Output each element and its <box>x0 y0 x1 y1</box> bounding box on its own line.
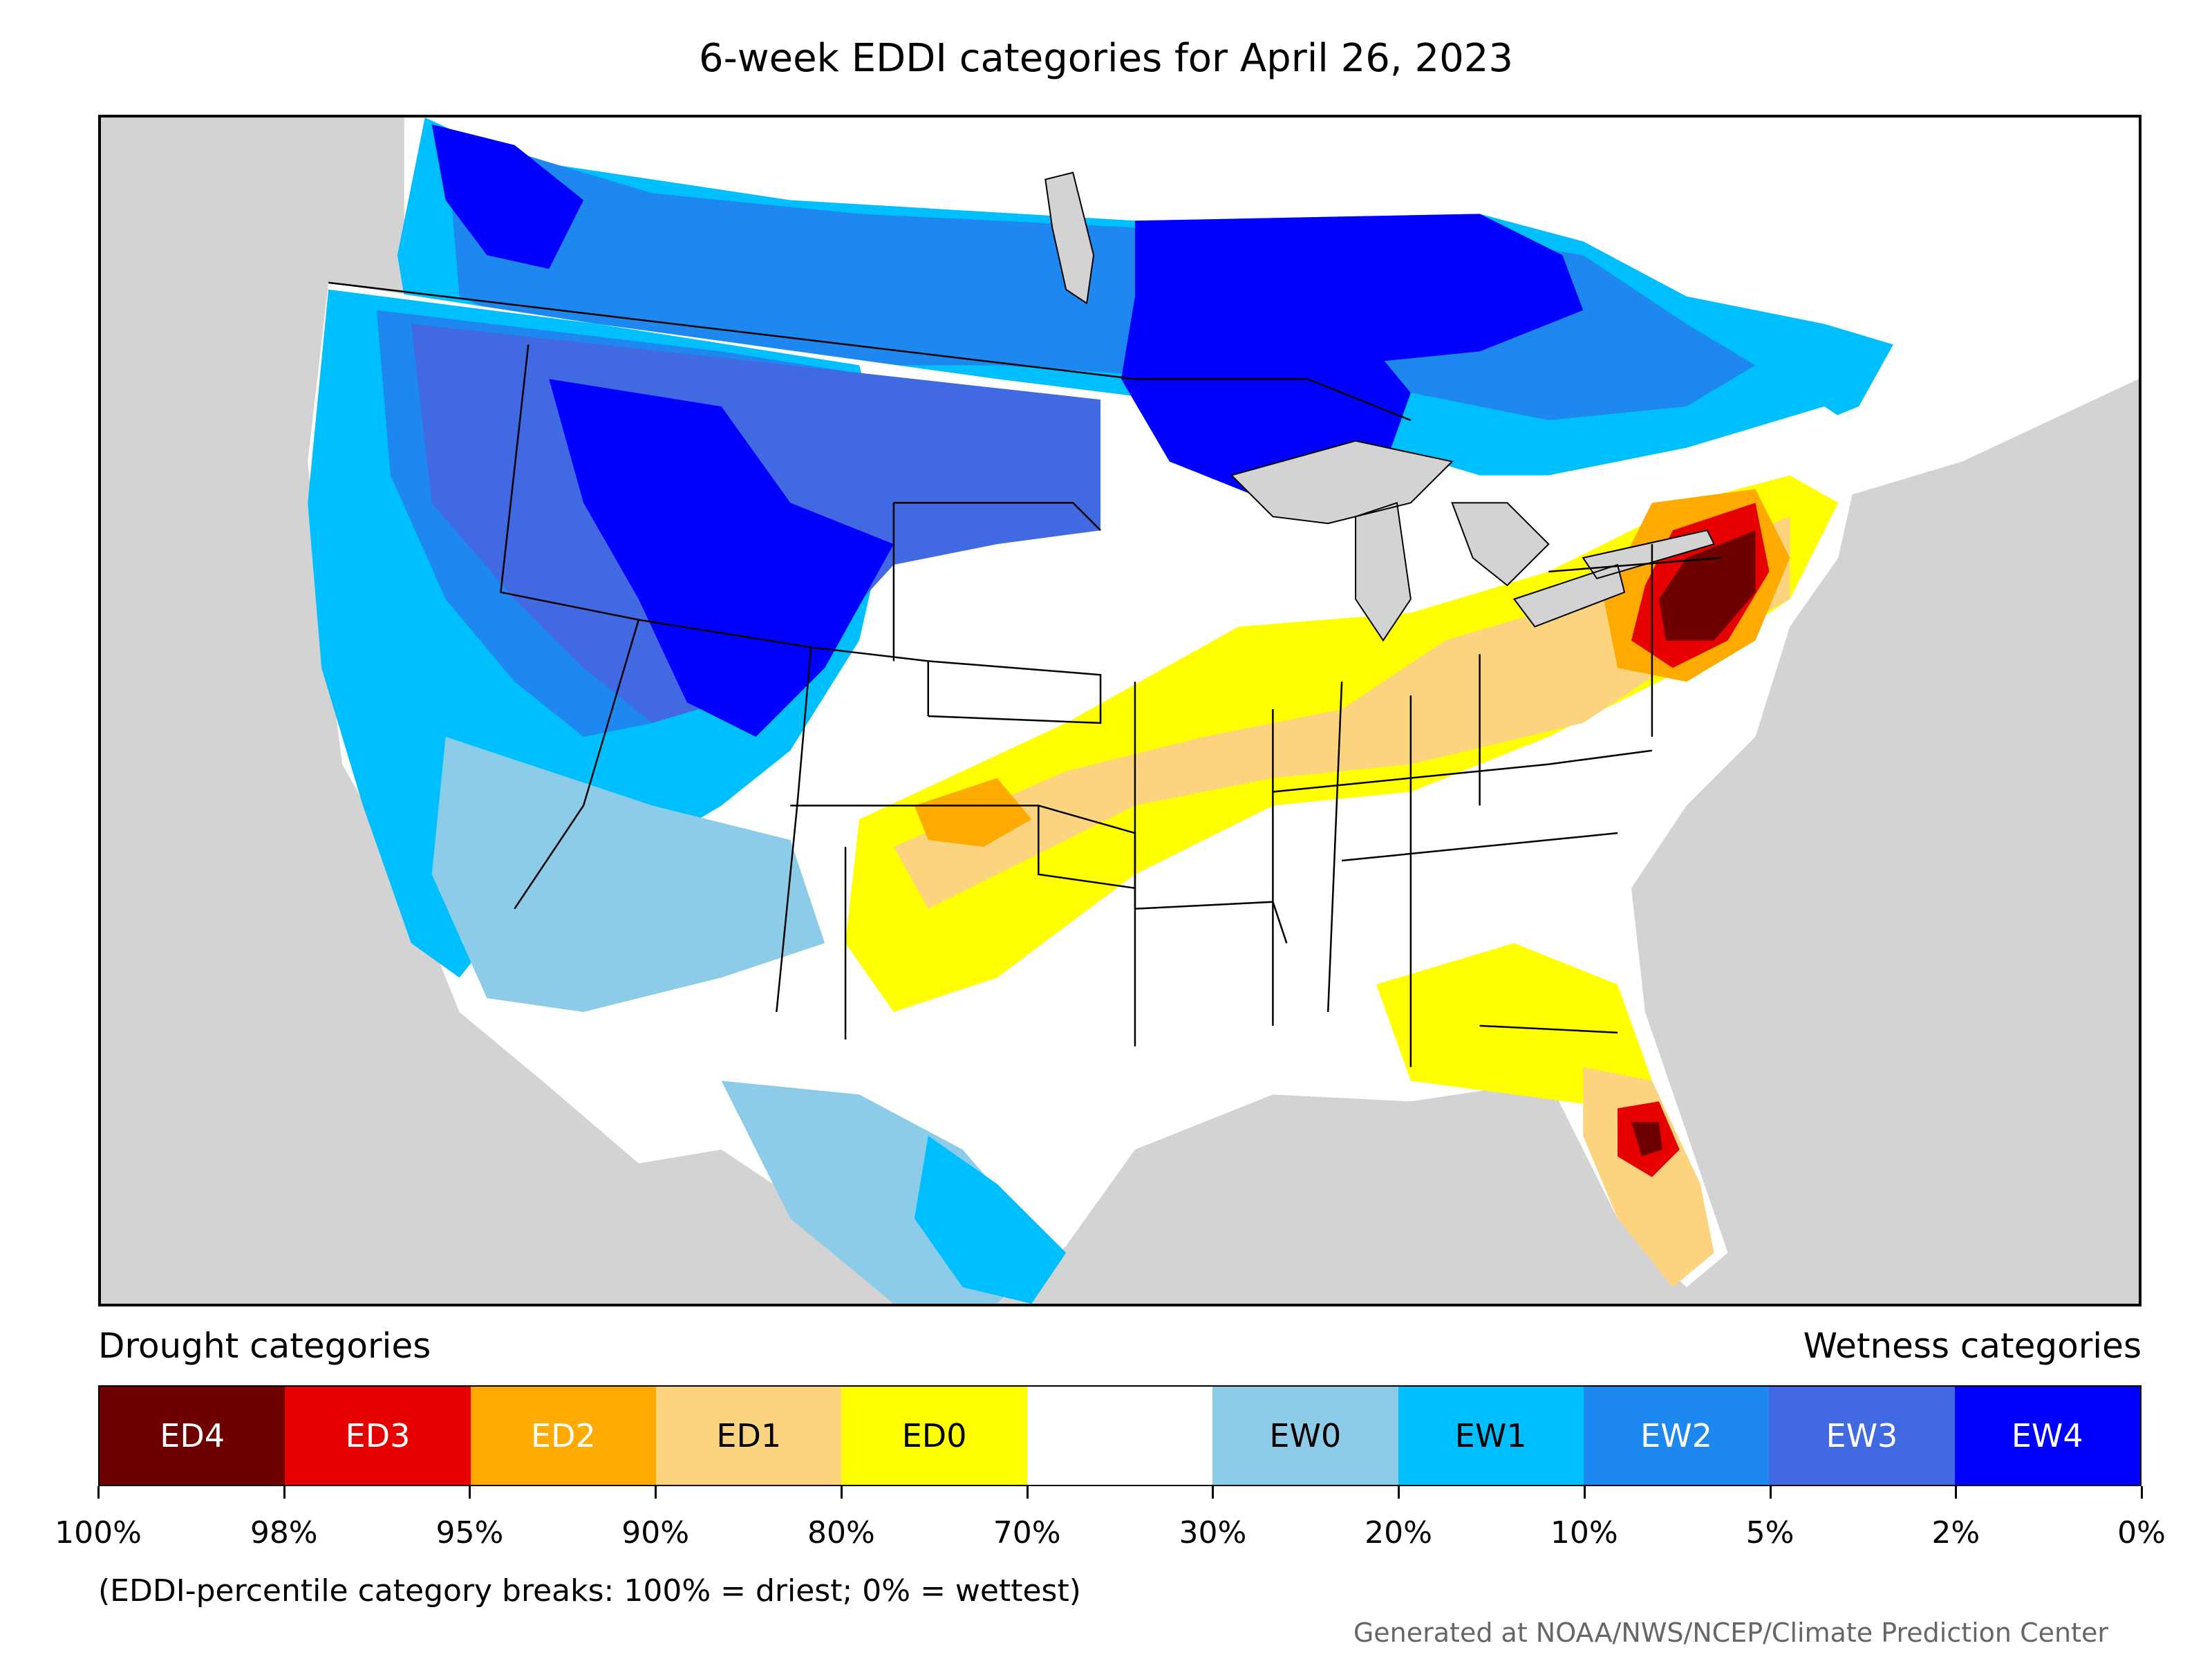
west-ew0-region <box>431 736 825 1012</box>
florida-ed4-region <box>1631 1122 1662 1156</box>
colorbar-tick <box>1583 1486 1586 1499</box>
colorbar-cell-ew1: EW1 <box>1398 1387 1584 1485</box>
florida-ed1-region <box>1583 1067 1714 1288</box>
canada-ew4-west <box>431 124 584 269</box>
colorbar-tick-label: 2% <box>1931 1515 1980 1550</box>
colorbar-tick <box>1398 1486 1400 1499</box>
colorbar-tick-label: 0% <box>2117 1515 2166 1550</box>
colorbar-tick-label: 20% <box>1365 1515 1432 1550</box>
colorbar-cell-ew2: EW2 <box>1583 1387 1770 1485</box>
colorbar-cell-ed2: ED2 <box>470 1387 657 1485</box>
colorbar-tick <box>2141 1486 2143 1499</box>
colorbar-tick-label: 90% <box>621 1515 690 1550</box>
wetness-categories-label: Wetness categories <box>1803 1326 2141 1366</box>
colorbar-tick <box>840 1486 843 1499</box>
map-title: 6-week EDDI categories for April 26, 202… <box>698 36 1514 81</box>
boundaries <box>328 281 1721 1067</box>
colorbar-tick-label: 10% <box>1550 1515 1618 1550</box>
colorbar-tick <box>1955 1486 1958 1499</box>
colorbar-tick <box>1026 1486 1029 1499</box>
colorbar-cell-ew4: EW4 <box>1954 1387 2140 1485</box>
category-colorbar: ED4 ED3 ED2 ED1 ED0 EW0 EW1 EW2 EW3 EW4 <box>98 1385 2141 1486</box>
great-lakes <box>1230 440 1716 642</box>
colorbar-tick-label: 30% <box>1179 1515 1247 1550</box>
colorbar-tick-label: 95% <box>435 1515 504 1550</box>
colorbar-tick-label: 100% <box>55 1515 142 1550</box>
colorbar-cell-ed0: ED0 <box>841 1387 1027 1485</box>
colorbar-cell-ed3: ED3 <box>285 1387 471 1485</box>
colorbar-tick <box>655 1486 657 1499</box>
colorbar-tick-label: 80% <box>807 1515 875 1550</box>
credit-text: Generated at NOAA/NWS/NCEP/Climate Predi… <box>1353 1618 2108 1648</box>
colorbar-cell-ew0: EW0 <box>1212 1387 1398 1485</box>
map-svg <box>308 118 2139 1304</box>
colorbar-cell-ed4: ED4 <box>100 1387 285 1485</box>
colorbar-tick <box>97 1486 100 1499</box>
drought-categories-label: Drought categories <box>98 1326 431 1366</box>
colorbar-tick <box>1769 1486 1772 1499</box>
lake-winnipeg <box>1044 171 1095 305</box>
colorbar-ticks: 100% 98% 95% 90% 80% 70% 30% 20% 10% 5% 2% 0% <box>55 1486 2166 1555</box>
colorbar-cell-neutral <box>1027 1387 1213 1485</box>
colorbar-cell-ew3: EW3 <box>1769 1387 1955 1485</box>
south-texas-ew1 <box>914 1136 1067 1304</box>
colorbar-tick-label: 70% <box>993 1515 1061 1550</box>
percentile-note: (EDDI-percentile category breaks: 100% =… <box>98 1573 1081 1609</box>
eddi-map <box>98 115 2141 1306</box>
colorbar-tick <box>1212 1486 1215 1499</box>
oklahoma-ed2-region <box>914 778 1032 847</box>
mid-atlantic-ed4-region <box>1658 530 1756 641</box>
colorbar-tick <box>469 1486 471 1499</box>
colorbar-tick-label: 98% <box>250 1515 318 1550</box>
colorbar-cell-ed1: ED1 <box>656 1387 842 1485</box>
colorbar-tick-label: 5% <box>1745 1515 1794 1550</box>
colorbar-tick <box>283 1486 285 1499</box>
